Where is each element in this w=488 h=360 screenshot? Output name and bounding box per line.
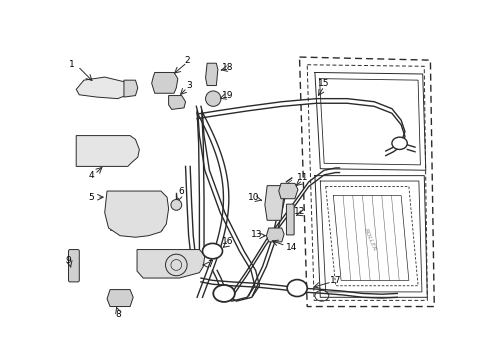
Text: 1: 1 [69, 60, 74, 69]
Circle shape [171, 199, 182, 210]
Polygon shape [151, 72, 178, 93]
Text: 5: 5 [88, 193, 94, 202]
Text: ROLLER: ROLLER [363, 227, 377, 252]
Polygon shape [107, 289, 133, 307]
Text: 14: 14 [285, 243, 297, 252]
Text: 2: 2 [184, 56, 189, 65]
Text: 7: 7 [207, 261, 213, 269]
Polygon shape [264, 186, 284, 220]
Polygon shape [205, 63, 218, 86]
Text: 16: 16 [222, 237, 233, 246]
Text: 10: 10 [247, 193, 259, 202]
Ellipse shape [391, 137, 407, 149]
Polygon shape [123, 80, 138, 97]
Text: 9: 9 [65, 256, 71, 265]
Text: 3: 3 [186, 81, 192, 90]
Ellipse shape [202, 243, 222, 259]
Ellipse shape [314, 291, 328, 301]
Text: 19: 19 [222, 91, 233, 100]
Text: 4: 4 [89, 171, 94, 180]
Polygon shape [104, 191, 168, 237]
Polygon shape [76, 77, 129, 99]
Text: 8: 8 [115, 310, 121, 319]
Polygon shape [266, 228, 284, 242]
Polygon shape [168, 95, 185, 109]
Text: 11: 11 [296, 174, 308, 183]
Text: 15: 15 [318, 79, 329, 88]
Text: 18: 18 [222, 63, 233, 72]
Circle shape [205, 91, 221, 106]
Text: 17: 17 [329, 276, 341, 285]
Polygon shape [76, 136, 139, 166]
Text: 6: 6 [179, 186, 184, 195]
Polygon shape [137, 249, 204, 278]
Ellipse shape [213, 285, 234, 302]
Text: 12: 12 [293, 207, 305, 216]
Text: 13: 13 [250, 230, 262, 239]
FancyBboxPatch shape [286, 204, 293, 235]
Ellipse shape [286, 280, 306, 297]
FancyBboxPatch shape [68, 249, 79, 282]
Polygon shape [278, 183, 297, 199]
